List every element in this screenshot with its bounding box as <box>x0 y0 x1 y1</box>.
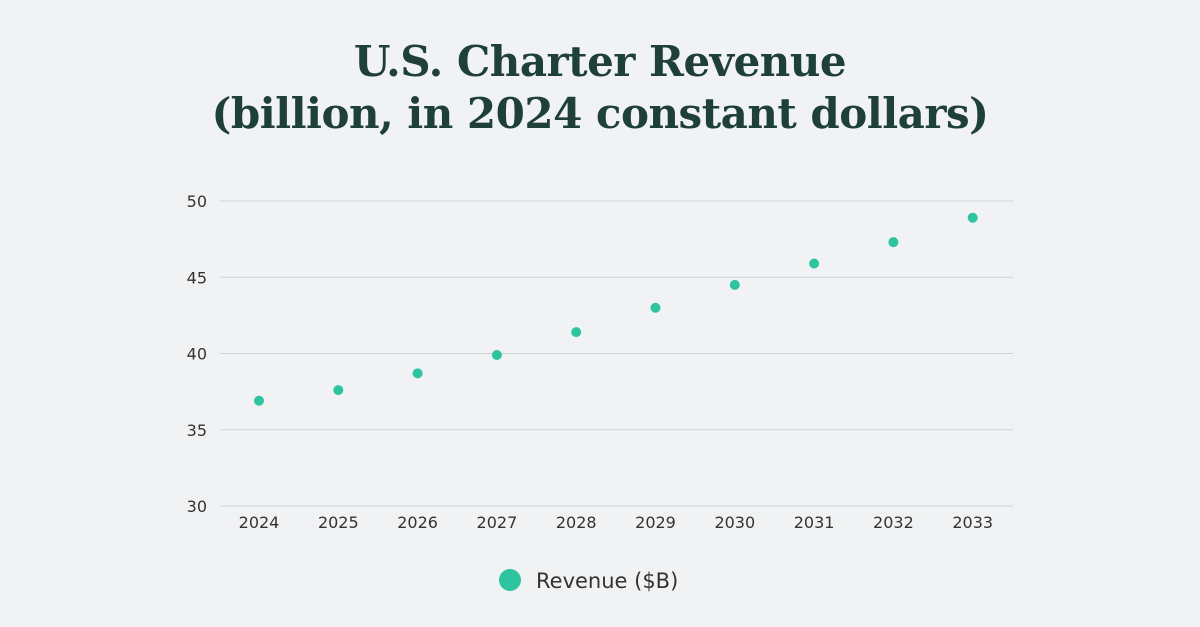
legend-label: Revenue ($B) <box>536 569 678 593</box>
data-point <box>254 395 264 406</box>
x-tick-label: 2025 <box>318 513 359 532</box>
x-tick-label: 2032 <box>873 513 914 532</box>
x-tick-label: 2031 <box>794 513 835 532</box>
data-points <box>254 212 978 406</box>
x-tick-label: 2029 <box>635 513 676 532</box>
x-tick-label: 2028 <box>556 513 597 532</box>
y-axis-ticks: 30 35 40 45 50 <box>187 192 207 516</box>
data-point <box>888 237 899 248</box>
x-tick-label: 2027 <box>477 513 518 532</box>
gridlines <box>220 200 1013 507</box>
data-point <box>967 212 978 223</box>
legend: Revenue ($B) <box>499 569 678 593</box>
data-point <box>571 327 582 338</box>
x-tick-label: 2030 <box>714 513 755 532</box>
x-tick-label: 2033 <box>952 513 993 532</box>
data-point <box>333 385 344 396</box>
data-point <box>491 350 502 361</box>
x-tick-label: 2024 <box>239 513 280 532</box>
y-tick-label: 35 <box>187 421 207 440</box>
chart-title-line: U.S. Charter Revenue <box>353 37 847 86</box>
y-tick-label: 40 <box>187 345 207 364</box>
legend-marker <box>499 569 521 591</box>
x-tick-label: 2026 <box>397 513 438 532</box>
x-axis-ticks: 2024 2025 2026 2027 2028 2029 2030 2031 2032 2033 <box>239 513 993 532</box>
data-point <box>412 368 423 379</box>
y-tick-label: 50 <box>187 192 207 211</box>
y-tick-label: 30 <box>187 497 207 516</box>
data-point <box>809 258 820 269</box>
y-tick-label: 45 <box>187 268 207 287</box>
data-point <box>729 279 740 290</box>
chart-subtitle-line: (billion, in 2024 constant dollars) <box>211 89 989 138</box>
chart-title: U.S. Charter Revenue (billion, in 2024 c… <box>0 36 1200 140</box>
data-point <box>650 302 661 313</box>
